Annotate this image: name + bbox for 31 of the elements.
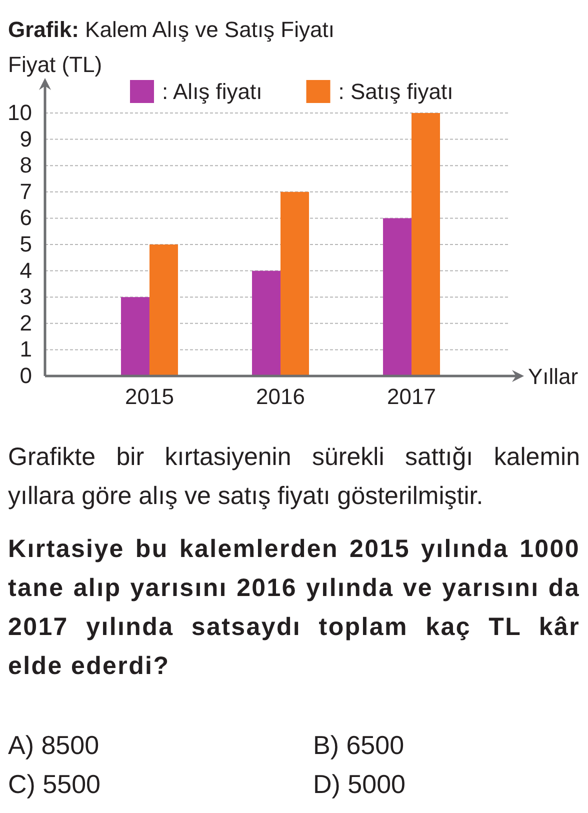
chart-title: Grafik: Kalem Alış ve Satış Fiyatı	[8, 17, 334, 42]
bar	[149, 244, 178, 376]
x-axis-title: Yıllar	[528, 364, 578, 389]
y-tick-label: 6	[20, 205, 32, 230]
y-tick-label: 1	[20, 336, 32, 362]
text: Grafikte bir kırtasiyenin sürekli sattığı kalemin yıllara göre alış ve satış fiyatı gösterilmiştir.	[8, 442, 580, 512]
y-tick-label: 0	[20, 363, 32, 388]
y-tick-label: 3	[20, 284, 32, 310]
text: C) 5500	[8, 768, 100, 801]
bar	[280, 192, 309, 376]
x-tick-label: 2016	[256, 384, 305, 409]
legend-label: : Satış fiyatı	[338, 79, 454, 104]
y-axis-title: Fiyat (TL)	[8, 52, 102, 77]
y-tick-label: 9	[20, 126, 32, 152]
y-tick-label: 2	[20, 310, 32, 336]
bar	[383, 218, 412, 376]
text: Kırtasiye bu kalemlerden 2015 yılında 1000 tane alıp yarısını 2016 yılında ve yarısını da 2017 yılında satsaydı toplam kaç TL kâr elde ederdi?	[8, 534, 580, 682]
legend-label: : Alış fiyatı	[162, 79, 262, 104]
text: D) 5000	[313, 768, 406, 801]
y-tick-label: 10	[8, 100, 32, 126]
y-tick-label: 4	[20, 258, 32, 283]
y-tick-label: 8	[20, 152, 32, 178]
bar	[412, 113, 440, 376]
text: A) 8500	[8, 729, 100, 762]
x-tick-label: 2015	[125, 384, 174, 409]
y-tick-label: 5	[20, 232, 32, 257]
y-tick-label: 7	[20, 178, 32, 204]
x-tick-label: 2017	[387, 384, 436, 409]
bar	[120, 297, 150, 376]
bar	[252, 270, 280, 376]
text: B) 6500	[313, 729, 404, 762]
